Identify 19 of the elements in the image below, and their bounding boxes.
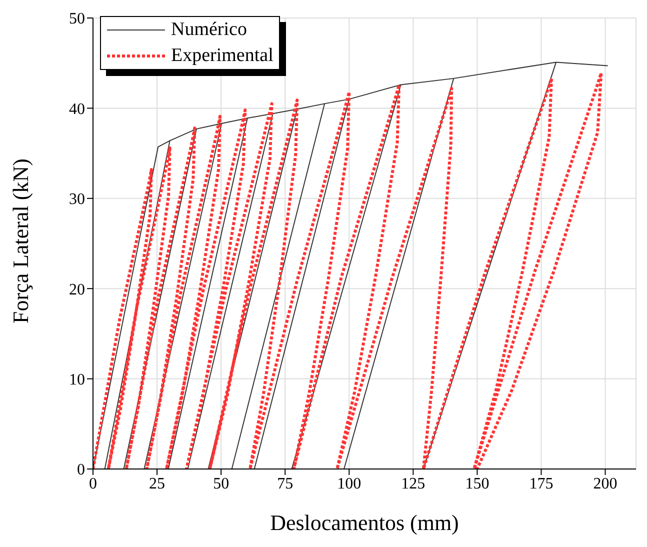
y-tick-label: 20 [69, 281, 85, 298]
y-tick-label: 0 [77, 462, 85, 479]
x-tick-label: 75 [277, 475, 294, 492]
x-tick-label: 150 [465, 475, 490, 492]
y-axis-title: Força Lateral (kN) [8, 158, 33, 324]
y-tick-label: 40 [69, 100, 85, 118]
y-tick-label: 50 [69, 10, 85, 28]
x-tick-label: 0 [89, 475, 97, 492]
x-tick-label: 200 [593, 475, 618, 492]
x-tick-label: 175 [529, 475, 554, 492]
x-tick-label: 50 [213, 475, 230, 492]
x-tick-label: 25 [149, 475, 166, 492]
x-tick-label: 100 [337, 475, 362, 492]
legend-label: Numérico [171, 18, 247, 42]
legend-label: Experimental [171, 44, 274, 68]
y-tick-label: 10 [69, 371, 85, 388]
x-axis-title: Deslocamentos (mm) [270, 510, 459, 535]
x-tick-label: 125 [401, 475, 426, 492]
y-tick-label: 30 [69, 191, 85, 208]
